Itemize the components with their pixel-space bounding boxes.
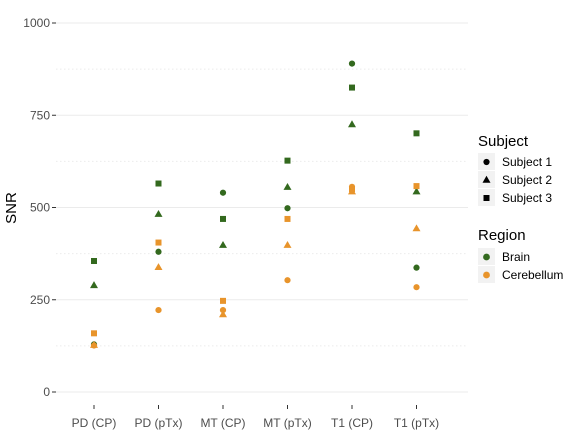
x-tick-label: PD (CP) <box>72 416 117 430</box>
x-tick-label: MT (CP) <box>200 416 245 430</box>
y-tick-label: 250 <box>30 293 50 307</box>
data-point <box>155 306 162 314</box>
x-tick-label: T1 (pTx) <box>394 416 439 430</box>
data-points <box>90 60 421 349</box>
data-point <box>90 340 98 348</box>
x-tick-label: MT (pTx) <box>263 416 311 430</box>
data-point <box>220 215 226 222</box>
legend-key-triangle <box>482 175 491 183</box>
data-point <box>220 297 226 304</box>
legend-key-color <box>483 253 490 261</box>
data-point <box>154 263 163 271</box>
y-tick-label: 1000 <box>23 16 50 30</box>
legend-key-circle <box>483 158 490 166</box>
data-point <box>284 157 291 164</box>
y-tick-label: 500 <box>30 201 50 215</box>
data-point <box>155 248 162 255</box>
legend-label: Brain <box>502 250 530 264</box>
data-point <box>154 209 163 217</box>
data-point <box>349 186 355 193</box>
x-tick-label: PD (pTx) <box>135 416 183 430</box>
x-tick-label: T1 (CP) <box>331 416 373 430</box>
data-point <box>91 330 97 337</box>
legend-key-square <box>483 195 490 201</box>
legend-title-region: Region <box>478 227 526 244</box>
data-point <box>283 240 292 248</box>
y-axis-title: SNR <box>3 192 20 224</box>
legend-title-subject: Subject <box>478 133 529 150</box>
data-point <box>284 215 291 222</box>
legend: Subject Subject 1 Subject 2 Subject 3 Region… <box>478 133 563 283</box>
data-point <box>412 224 421 232</box>
data-point <box>413 264 420 271</box>
data-point <box>413 284 420 291</box>
data-point <box>219 240 227 248</box>
data-point <box>413 130 420 137</box>
data-point <box>219 306 227 314</box>
data-point <box>412 187 421 195</box>
legend-label: Cerebellum <box>502 268 563 282</box>
data-point <box>348 60 356 67</box>
data-point <box>348 120 356 128</box>
data-point <box>349 84 355 91</box>
y-tick-label: 0 <box>43 385 50 399</box>
data-point <box>219 310 227 318</box>
legend-label: Subject 2 <box>502 173 552 187</box>
x-axis: PD (CP) PD (pTx) MT (CP) MT (pTx) T1 (CP) T1 … <box>72 405 439 430</box>
data-point <box>155 239 162 246</box>
grid <box>56 22 468 393</box>
data-point <box>91 258 97 265</box>
legend-label: Subject 3 <box>502 191 552 205</box>
legend-key-color <box>483 271 490 279</box>
data-point <box>155 180 162 187</box>
data-point <box>219 189 227 196</box>
y-tick-label: 750 <box>30 108 50 122</box>
data-point <box>90 281 98 289</box>
legend-label: Subject 1 <box>502 155 552 169</box>
data-point <box>283 183 292 190</box>
data-point <box>284 277 291 284</box>
data-point <box>413 183 420 190</box>
data-point <box>284 205 291 212</box>
y-axis: 0 250 500 750 1000 <box>23 16 56 399</box>
